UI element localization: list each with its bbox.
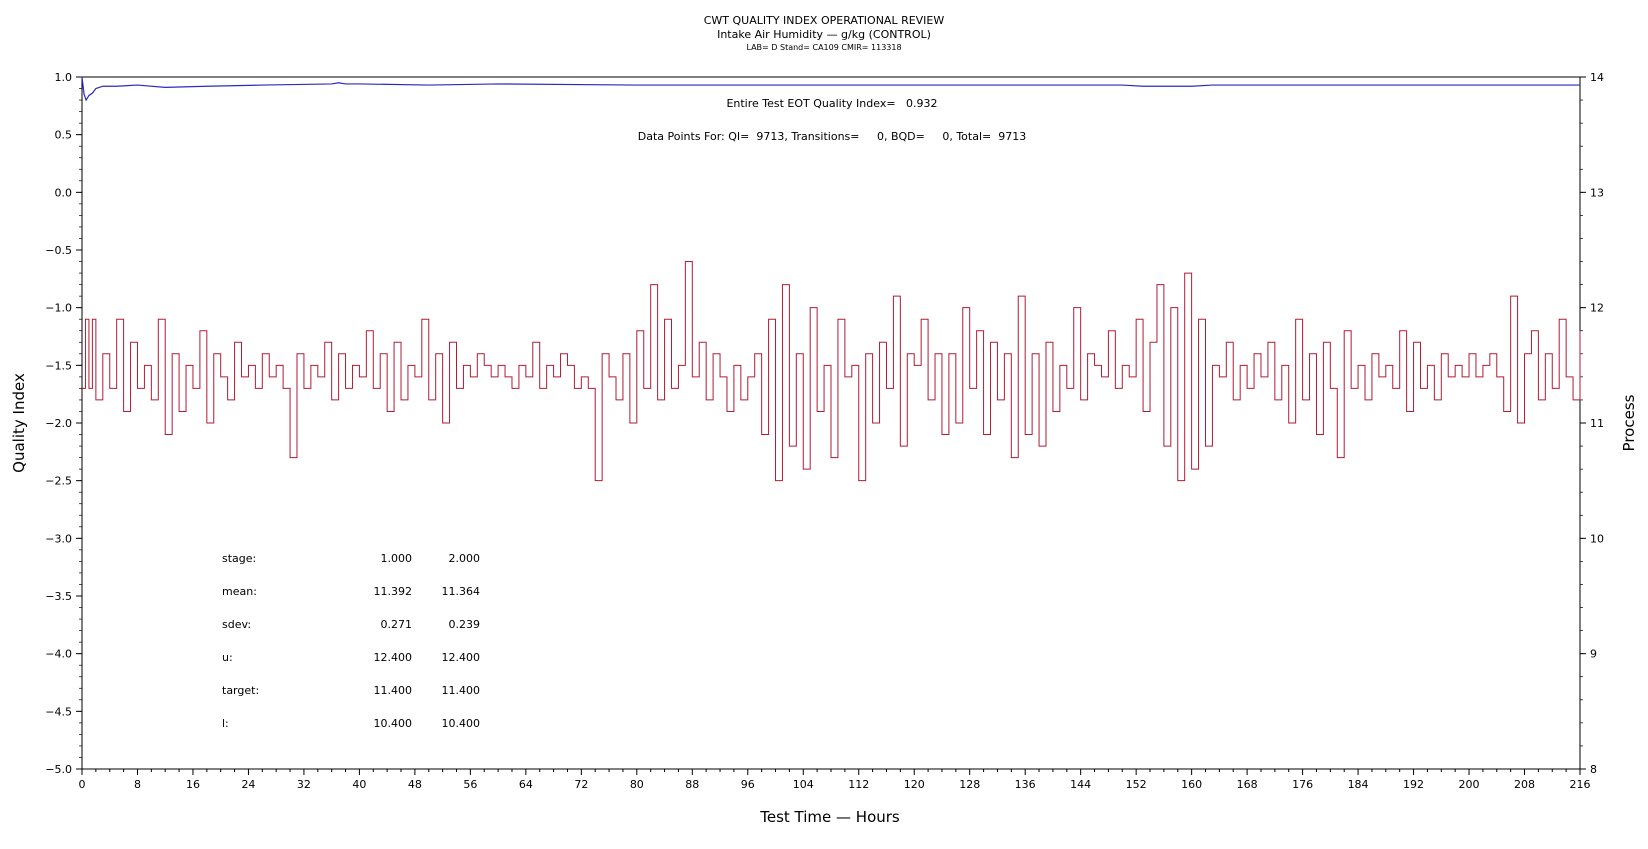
stats-row-label: l:: [222, 717, 229, 730]
x-tick-label: 208: [1514, 778, 1535, 791]
stats-stage-1-value: 10.400: [374, 717, 413, 730]
stats-stage-2-value: 11.364: [442, 585, 481, 598]
y-axis-left-title: Quality Index: [10, 373, 28, 473]
x-tick-label: 24: [241, 778, 255, 791]
x-tick-label: 64: [519, 778, 533, 791]
x-tick-label: 88: [685, 778, 699, 791]
stats-stage-2-value: 2.000: [449, 552, 481, 565]
x-tick-label: 152: [1126, 778, 1147, 791]
x-tick-label: 136: [1015, 778, 1036, 791]
chart-subtitle: Intake Air Humidity — g/kg (CONTROL): [717, 28, 931, 41]
y-left-tick-label: −2.0: [45, 417, 72, 430]
x-tick-label: 120: [904, 778, 925, 791]
x-tick-label: 32: [297, 778, 311, 791]
stats-row-label: mean:: [222, 585, 257, 598]
stats-row-label: sdev:: [222, 618, 251, 631]
y-left-tick-label: 0.0: [55, 186, 73, 199]
x-tick-label: 128: [959, 778, 980, 791]
x-tick-label: 144: [1070, 778, 1091, 791]
y-left-tick-label: −3.5: [45, 590, 72, 603]
process-series-line: [82, 261, 1581, 482]
y-left-tick-label: −1.5: [45, 359, 72, 372]
x-tick-label: 56: [463, 778, 477, 791]
y-axis-left: 1.0 0.5 0.0 −0.5 −1.0 −1.5 −2.0 −2.5 −3.0 −3.5 −4.…: [45, 71, 82, 776]
stats-stage-1-value: 11.400: [374, 684, 413, 697]
quality-index-series-line: [81, 76, 1580, 102]
stats-stage-1-value: 0.271: [381, 618, 413, 631]
stats-row-label: u:: [222, 651, 233, 664]
x-tick-label: 40: [352, 778, 366, 791]
y-left-tick-label: −4.5: [45, 705, 72, 718]
x-axis: 0 8 16 24 32 40 48 56 64 72 80 88 96 104 112 120 128 136 1…: [79, 769, 1591, 791]
y-right-tick-label: 9: [1590, 648, 1597, 661]
x-tick-label: 16: [186, 778, 200, 791]
x-tick-label: 112: [848, 778, 869, 791]
x-tick-label: 192: [1403, 778, 1424, 791]
x-tick-label: 216: [1570, 778, 1591, 791]
y-right-tick-label: 14: [1590, 71, 1604, 84]
series-layer: [81, 76, 1581, 482]
y-right-tick-label: 12: [1590, 302, 1604, 315]
x-tick-label: 176: [1292, 778, 1313, 791]
chart-title: CWT QUALITY INDEX OPERATIONAL REVIEW: [704, 14, 945, 27]
stats-stage-2-value: 11.400: [442, 684, 481, 697]
x-tick-label: 72: [574, 778, 588, 791]
y-left-tick-label: 1.0: [55, 71, 73, 84]
chart-meta-line: LAB= D Stand= CA109 CMIR= 113318: [746, 43, 901, 52]
x-tick-label: 200: [1459, 778, 1480, 791]
data-points-annotation: Data Points For: QI= 9713, Transitions= …: [638, 130, 1026, 143]
y-left-tick-label: −0.5: [45, 244, 72, 257]
x-tick-label: 168: [1237, 778, 1258, 791]
y-right-tick-label: 10: [1590, 532, 1604, 545]
x-tick-label: 80: [630, 778, 644, 791]
stats-stage-1-value: 11.392: [374, 585, 413, 598]
y-right-tick-label: 13: [1590, 186, 1604, 199]
x-tick-label: 184: [1348, 778, 1369, 791]
y-left-tick-label: −3.0: [45, 532, 72, 545]
stats-stage-2-value: 0.239: [449, 618, 481, 631]
y-left-tick-label: 0.5: [55, 129, 73, 142]
x-tick-label: 104: [793, 778, 814, 791]
stats-stage-2-value: 12.400: [442, 651, 481, 664]
x-tick-label: 160: [1181, 778, 1202, 791]
y-left-tick-label: −1.0: [45, 302, 72, 315]
stats-stage-1-value: 1.000: [381, 552, 413, 565]
stats-row-label: stage:: [222, 552, 256, 565]
stats-row-label: target:: [222, 684, 259, 697]
stats-stage-1-value: 12.400: [374, 651, 413, 664]
x-axis-title: Test Time — Hours: [759, 808, 900, 826]
y-left-tick-label: −4.0: [45, 648, 72, 661]
x-tick-label: 8: [134, 778, 141, 791]
eot-quality-index-annotation: Entire Test EOT Quality Index= 0.932: [726, 97, 937, 110]
x-tick-label: 48: [408, 778, 422, 791]
x-tick-label: 0: [79, 778, 86, 791]
stats-stage-2-value: 10.400: [442, 717, 481, 730]
x-tick-label: 96: [741, 778, 755, 791]
y-axis-right-title: Process: [1620, 394, 1638, 451]
y-right-tick-label: 8: [1590, 763, 1597, 776]
y-right-tick-label: 11: [1590, 417, 1604, 430]
y-left-tick-label: −2.5: [45, 475, 72, 488]
stats-table: stage: 1.000 2.000 mean: 11.392 11.364 sdev: 0.…: [222, 552, 480, 730]
y-left-tick-label: −5.0: [45, 763, 72, 776]
y-axis-right: 14 13 12 11 10 9 8: [1580, 71, 1604, 776]
